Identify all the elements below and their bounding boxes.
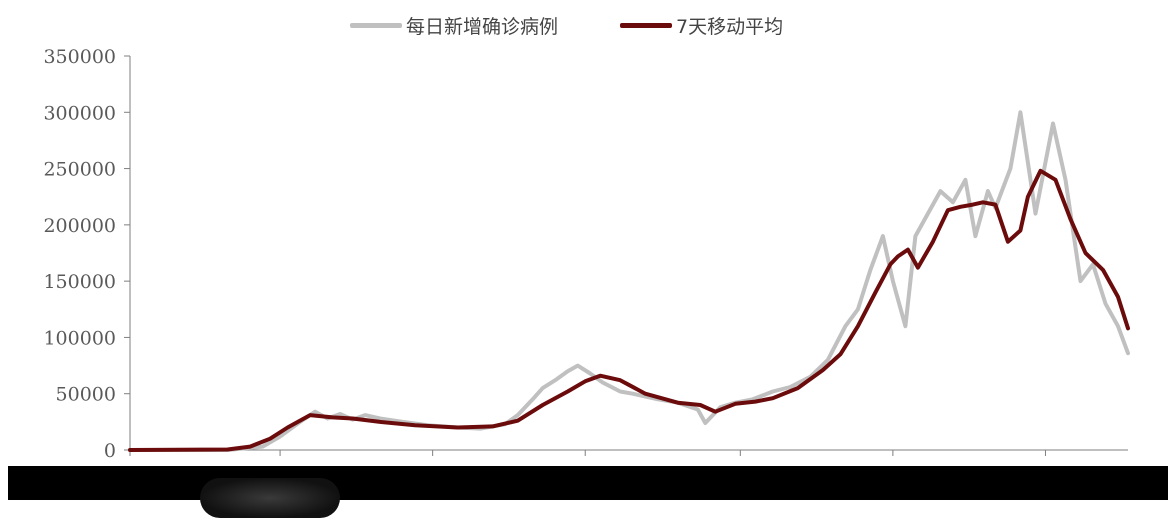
series-line-7day-avg (128, 168, 1130, 452)
y-tick-label: 250000 (43, 159, 116, 181)
y-tick-label: 300000 (43, 102, 116, 124)
legend-item-daily: 每日新增确诊病例 (350, 12, 558, 39)
y-tick-label: 150000 (43, 271, 116, 293)
y-tick-label: 50000 (56, 384, 116, 406)
y-tick-label: 350000 (43, 46, 116, 68)
legend-swatch-daily (350, 23, 402, 28)
legend: 每日新增确诊病例 7天移动平均 (350, 12, 783, 39)
legend-item-avg: 7天移动平均 (620, 12, 783, 39)
y-axis: 0 50000 100000 150000 200000 250000 300000 3500… (43, 46, 131, 462)
legend-label-daily: 每日新增确诊病例 (406, 16, 559, 38)
chart-area: 0 50000 100000 150000 200000 250000 300000 3500… (43, 46, 1130, 462)
chart-canvas: 0 50000 100000 150000 200000 250000 300000 3500… (43, 46, 1130, 462)
legend-label-avg: 7天移动平均 (676, 16, 784, 38)
y-tick-label: 200000 (43, 215, 116, 237)
bottom-glare (200, 478, 340, 518)
legend-swatch-avg (620, 23, 673, 28)
y-tick-label: 100000 (43, 327, 116, 349)
y-tick-label: 0 (104, 440, 116, 462)
series-group (128, 110, 1130, 452)
x-axis (129, 449, 1128, 456)
bottom-black-bar (8, 466, 1168, 500)
series-line-daily-cases (128, 110, 1130, 452)
